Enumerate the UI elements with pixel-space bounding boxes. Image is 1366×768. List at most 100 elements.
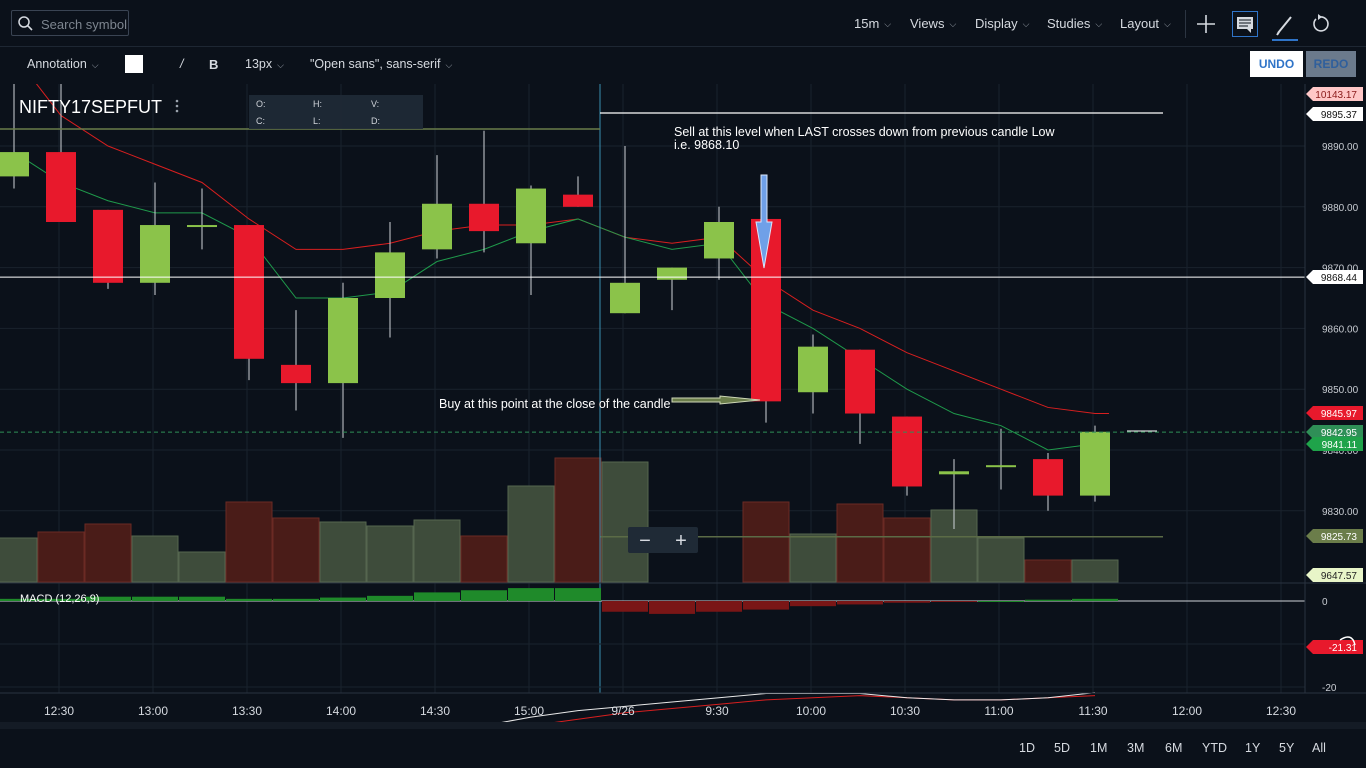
volume-bar [977,537,1025,583]
candle-up [798,346,828,393]
redo-button[interactable]: REDO [1306,51,1356,77]
volume-bar [883,517,931,583]
interval-menu[interactable]: 15m ⌵ [854,16,891,31]
macd-histogram-bar [132,596,178,601]
price-chart[interactable]: 9890.00 9880.00 9870.00 9860.00 9850.00 9840.… [0,84,1366,724]
ohlc-c: C: [256,116,265,126]
buy-annotation[interactable]: Buy at this point at the close of the ca… [439,397,670,411]
search-input[interactable] [39,14,129,34]
more-icon[interactable] [175,99,179,113]
time-axis-label: 9:30 [705,704,729,718]
chevron-down-icon: ⌵ [884,19,892,29]
draw-button[interactable] [1270,11,1298,41]
volume-bar [742,501,790,583]
price-tag [1306,640,1363,654]
macd-tick-label: 0 [1322,597,1328,608]
range-1m[interactable]: 1M [1090,741,1108,755]
chevron-down-icon: ⌵ [445,60,453,70]
studies-menu[interactable]: Studies ⌵ [1047,16,1102,31]
volume-bar [84,523,132,583]
price-tag [1306,406,1363,420]
range-ytd[interactable]: YTD [1202,741,1227,755]
comment-button[interactable] [1232,11,1258,37]
font-family-menu[interactable]: "Open sans", sans-serif ⌵ [310,57,452,71]
range-all[interactable]: All [1312,741,1326,755]
annotation-menu[interactable]: Annotation ⌵ [27,57,99,71]
candle-up [986,465,1016,468]
display-menu[interactable]: Display ⌵ [975,16,1029,31]
macd-histogram-bar [38,598,84,601]
bold-button[interactable]: B [209,57,219,72]
time-axis-label: 14:00 [326,704,356,718]
range-6m[interactable]: 6M [1165,741,1183,755]
range-5d[interactable]: 5D [1054,741,1070,755]
candle-up [1080,431,1110,496]
macd-line [490,692,1096,724]
layout-menu[interactable]: Layout ⌵ [1120,16,1171,31]
candle-up [140,225,170,283]
font-size-label: 13px [245,57,273,71]
time-axis-label: 12:00 [1172,704,1202,718]
chevron-down-icon: ⌵ [277,60,284,70]
time-axis-label: 10:30 [890,704,920,718]
macd-histogram-bar [1025,599,1071,601]
volume-bar [554,457,602,583]
sell-annotation-sub[interactable]: i.e. 9868.10 [674,138,739,152]
ohlc-h: H: [313,99,322,109]
volume-bar [789,533,837,583]
candle-down [563,194,593,207]
ohlc-v: V: [371,99,379,109]
zoom-out-button[interactable]: − [639,530,651,552]
volume-bar [1024,559,1072,583]
candle-up [375,252,405,298]
price-tag-label: 9895.37 [1321,110,1358,121]
volume-bar [225,501,273,583]
reset-button[interactable] [1307,11,1333,37]
undo-button[interactable]: UNDO [1250,51,1303,77]
time-axis-label: 11:00 [984,704,1013,718]
price-tag-label: 9825.73 [1321,532,1358,543]
time-axis-label: 15:00 [514,704,544,718]
macd-tag-arc [1339,636,1356,646]
toolbar-divider [1185,10,1186,38]
ohlc-l: L: [313,116,321,126]
candle-up [939,471,969,475]
top-toolbar: 15m ⌵ Views ⌵ Display ⌵ Studies ⌵ Layout ⌵ [0,0,1366,47]
price-tag-label: -21.31 [1329,643,1358,654]
macd-panel [0,582,1366,724]
sell-arrow [755,174,773,269]
search-box[interactable] [11,10,129,36]
price-tag [1306,87,1363,101]
price-tag [1306,270,1363,284]
candle-up [657,267,687,280]
volume-bar [1071,559,1119,583]
range-1y[interactable]: 1Y [1245,741,1261,755]
zoom-in-button[interactable]: + [675,530,687,552]
candle-up [516,188,546,244]
layout-label: Layout [1120,16,1160,31]
time-axis-label: 11:30 [1078,704,1107,718]
macd-histogram-bar [649,601,695,614]
candle-up [422,203,452,250]
range-5y[interactable]: 5Y [1279,741,1295,755]
sell-annotation[interactable]: Sell at this level when LAST crosses dow… [674,125,1055,139]
crosshair-button[interactable] [1193,11,1219,37]
macd-histogram-bar [884,601,930,603]
candle-up [610,282,640,314]
views-menu[interactable]: Views ⌵ [910,16,956,31]
range-3m[interactable]: 3M [1127,741,1145,755]
macd-tick-label: -20 [1322,683,1337,694]
interval-label: 15m [854,16,880,31]
font-size-menu[interactable]: 13px ⌵ [245,57,284,71]
candles [0,84,1110,530]
range-1d[interactable]: 1D [1019,741,1035,755]
annotation-toolbar: Annotation ⌵ / B 13px ⌵ "Open sans", sans-… [0,47,1366,83]
candle-down [281,364,311,384]
macd-histogram-bar [320,597,366,601]
chevron-down-icon: ⌵ [949,19,957,29]
color-swatch[interactable] [125,55,143,73]
time-axis-label: 9/26 [611,704,635,718]
candle-up [704,222,734,259]
macd-histogram-bar [602,601,648,612]
italic-button[interactable]: / [180,57,184,71]
